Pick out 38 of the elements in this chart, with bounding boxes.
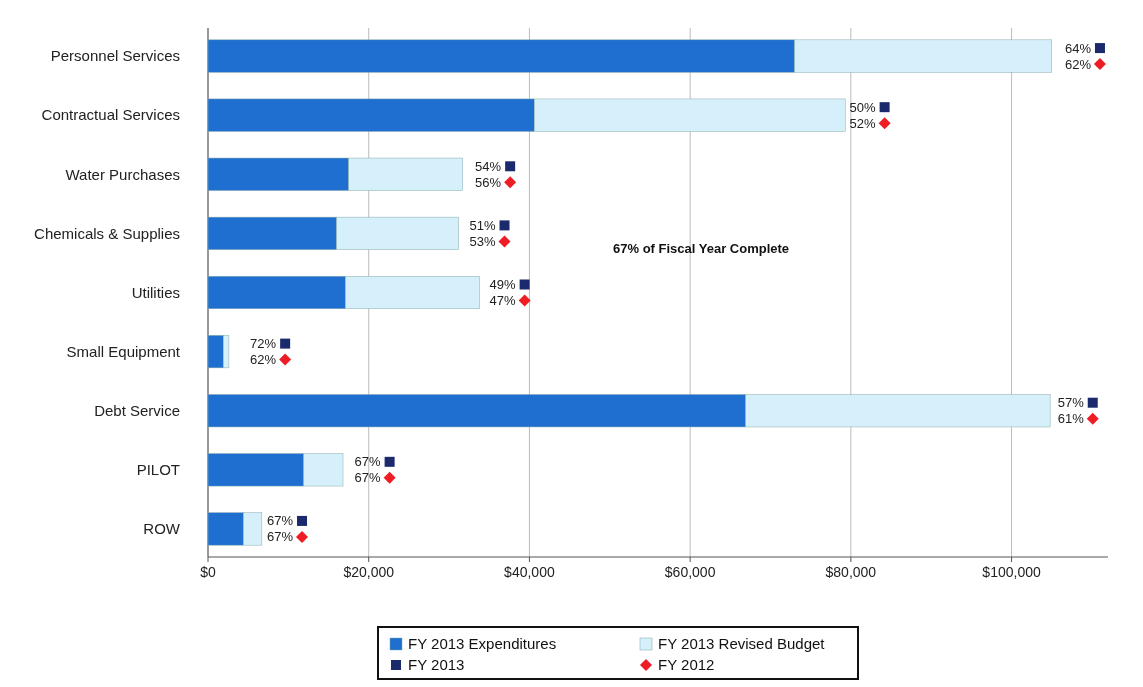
- annotation: 49%: [489, 277, 517, 293]
- annotation: 67%: [266, 513, 294, 529]
- x-tick-label: $20,000: [343, 564, 395, 580]
- y-tick-label: Water Purchases: [65, 165, 180, 183]
- annotation: 62%: [1064, 56, 1092, 72]
- x-tick-label: $100,000: [982, 564, 1041, 580]
- annotation: 61%: [1057, 411, 1085, 427]
- annotation: 67% of Fiscal Year Complete: [613, 241, 790, 256]
- y-tick-label: ROW: [143, 520, 181, 538]
- annotation: 51%: [469, 217, 496, 233]
- annotation: 67%: [354, 454, 382, 470]
- legend-label: FY 2013 Expenditures: [408, 635, 557, 653]
- annotation: 54%: [475, 158, 502, 174]
- y-tick-label: Chemicals & Supplies: [34, 224, 180, 242]
- y-tick-label: Personnel Services: [50, 47, 180, 65]
- y-tick-label: Small Equipment: [66, 342, 181, 360]
- annotation: 57%: [1057, 395, 1085, 411]
- annotation: 56%: [475, 174, 502, 190]
- annotation: 50%: [849, 99, 877, 115]
- x-tick-label: $40,000: [504, 564, 555, 580]
- annotation: 67%: [266, 529, 294, 545]
- legend-label: FY 2013: [408, 656, 465, 674]
- annotation: 64%: [1064, 40, 1092, 56]
- y-tick-label: PILOT: [136, 461, 180, 479]
- annotation: 62%: [250, 352, 277, 368]
- x-tick-label: $60,000: [664, 564, 716, 580]
- x-tick-label: $80,000: [825, 564, 877, 580]
- legend-label: FY 2013 Revised Budget: [658, 635, 826, 653]
- annotation: 52%: [849, 115, 877, 131]
- annotation: 47%: [489, 293, 517, 309]
- legend-label: FY 2012: [658, 656, 715, 674]
- y-tick-label: Contractual Services: [41, 106, 180, 124]
- annotation: 72%: [250, 336, 277, 352]
- annotation: 53%: [469, 233, 496, 249]
- y-tick-label: Debt Service: [94, 401, 180, 419]
- x-tick-label: $0: [200, 564, 216, 580]
- annotation: 67%: [354, 470, 382, 486]
- y-tick-label: Utilities: [131, 283, 180, 301]
